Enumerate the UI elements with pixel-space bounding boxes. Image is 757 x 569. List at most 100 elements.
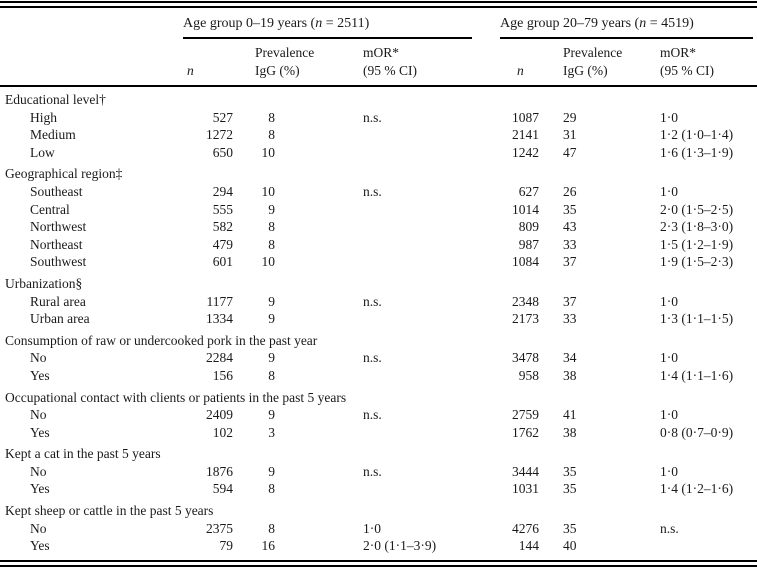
section-header: Urbanization§ [5,275,83,291]
g2-prevalence-value: 43 [563,219,577,235]
g2-prevalence-value: 37 [563,254,577,270]
g2-prevalence-value: 41 [563,407,577,423]
g1-n-value: 601 [212,254,233,270]
g1-prevalence-value: 10 [261,183,276,199]
g1-n-value: 156 [212,367,233,383]
g2-mor-value: 1·3 (1·1–1·5) [660,311,734,327]
row-label-column-spacer [0,8,183,39]
g2-n-value: 1762 [512,424,539,440]
age-group-spanner-row: Age group 0–19 years (n = 2511) Age grou… [0,8,757,39]
g2-mor-column-header: mOR* (95 % CI) [640,39,757,87]
section-row: Educational level† [0,86,757,109]
row-label: Yes [30,424,50,440]
table-row: No 2284 9 n.s. 3478 34 1·0 [0,349,757,367]
n-symbol: n [315,16,323,31]
age-group-2-spanner-rule [500,37,754,39]
row-label: Rural area [30,293,86,309]
g1-prevalence-value: 8 [268,481,275,497]
g1-mor-value [330,310,490,328]
g1-n-value: 1177 [206,293,234,309]
row-label: Yes [30,538,50,554]
g1-mor-value: 2·0 (1·1–3·9) [363,538,437,554]
g2-n-value: 627 [518,183,539,199]
g1-mor-value: n.s. [363,293,382,309]
table-row: No 2375 8 1·0 4276 35 n.s. [0,520,757,538]
row-label: No [30,520,47,536]
table-row: Northwest 582 8 809 43 2·3 (1·8–3·0) [0,218,757,236]
g1-mor-value [330,253,490,271]
g2-n-value: 2759 [512,407,539,423]
row-label-column-header [0,39,183,87]
row-label: Urban area [30,311,90,327]
g1-prevalence-value: 8 [268,109,275,125]
g1-prevalence-value: 10 [261,144,276,160]
age-group-1-header: Age group 0–19 years (n = 2511) [183,8,490,39]
n-symbol: n [639,16,647,31]
g1-mor-value [330,367,490,385]
g2-mor-value: 2·3 (1·8–3·0) [660,219,734,235]
g2-n-value: 1084 [512,254,539,270]
section-header: Occupational contact with clients or pat… [5,389,347,405]
section-row: Urbanization§ [0,271,757,293]
g1-prevalence-value: 8 [268,367,275,383]
table-row: Yes 156 8 958 38 1·4 (1·1–1·6) [0,367,757,385]
g1-prevalence-value: 9 [268,311,275,327]
table-row: Rural area 1177 9 n.s. 2348 37 1·0 [0,293,757,311]
g1-mor-value [330,480,490,498]
g2-n-value: 2141 [512,127,539,143]
g2-prevalence-value: 33 [563,236,577,252]
g2-n-value: 144 [518,538,539,554]
age-group-2-title: Age group 20–79 years (n = 4519) [500,16,694,31]
row-label: No [30,350,47,366]
g2-n-value: 809 [518,219,539,235]
g1-prevalence-value: 9 [268,407,275,423]
prevalence-table: Age group 0–19 years (n = 2511) Age grou… [0,8,757,555]
table-row: No 2409 9 n.s. 2759 41 1·0 [0,406,757,424]
g2-n-value: 2173 [512,311,539,327]
table-row: Yes 102 3 1762 38 0·8 (0·7–0·9) [0,424,757,442]
section-row: Consumption of raw or undercooked pork i… [0,328,757,350]
g2-n-value: 4276 [512,520,539,536]
table-row: Northeast 479 8 987 33 1·5 (1·2–1·9) [0,236,757,254]
g2-mor-value: 2·0 (1·5–2·5) [660,201,734,217]
g1-mor-value [330,126,490,144]
g1-mor-value: n.s. [363,463,382,479]
section-header: Consumption of raw or undercooked pork i… [5,332,318,348]
g1-mor-value [330,144,490,162]
g1-n-value: 479 [212,236,233,252]
section-header: Kept sheep or cattle in the past 5 years [5,503,214,519]
g2-prevalence-value: 40 [563,538,577,554]
g2-prevalence-column-header: Prevalence IgG (%) [540,39,640,87]
g2-prevalence-value: 33 [563,311,577,327]
g2-mor-value: 1·0 [660,183,678,199]
age-group-2-header: Age group 20–79 years (n = 4519) [490,8,757,39]
g1-n-value: 594 [212,481,233,497]
g1-n-value: 650 [212,144,233,160]
table-row: Yes 79 16 2·0 (1·1–3·9) 144 40 [0,537,757,555]
table-bottom-rule [0,560,757,567]
g2-mor-value: 1·4 (1·2–1·6) [660,481,734,497]
age-group-1-spanner-rule [183,37,472,39]
g2-mor-value: 1·2 (1·0–1·4) [660,127,734,143]
g2-n-value: 3444 [512,463,539,479]
g2-mor-value: 1·5 (1·2–1·9) [660,236,734,252]
g1-prevalence-value: 8 [268,127,275,143]
g1-prevalence-value: 9 [268,350,275,366]
g1-n-value: 79 [219,538,234,554]
row-label: Southeast [30,183,83,199]
g2-prevalence-value: 35 [563,481,577,497]
row-label: Yes [30,481,50,497]
section-row: Kept sheep or cattle in the past 5 years [0,498,757,520]
g2-prevalence-value: 29 [563,109,577,125]
g1-mor-value: n.s. [363,109,382,125]
g1-mor-value: n.s. [363,183,382,199]
table-row: High 527 8 n.s. 1087 29 1·0 [0,109,757,127]
section-header: Geographical region‡ [5,166,123,182]
g2-n-value: 987 [518,236,539,252]
g1-n-value: 555 [212,201,233,217]
table-row: Central 555 9 1014 35 2·0 (1·5–2·5) [0,201,757,219]
g1-n-value: 582 [212,219,233,235]
g1-prevalence-value: 3 [268,424,275,440]
g1-prevalence-value: 9 [268,463,275,479]
g2-mor-value: n.s. [660,520,679,536]
